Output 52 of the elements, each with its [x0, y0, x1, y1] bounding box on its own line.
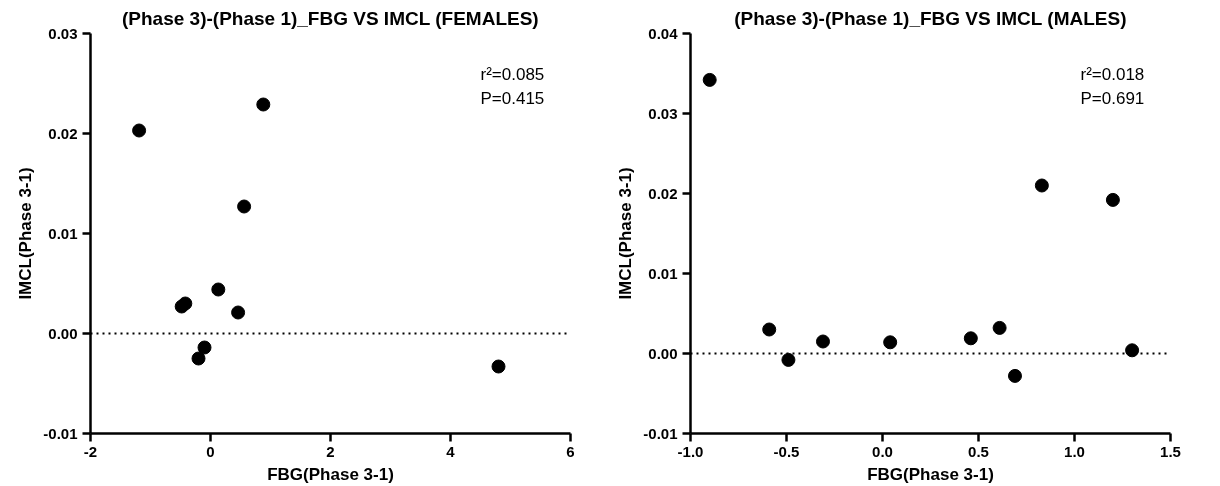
point [1007, 368, 1022, 383]
x-tick-label: -0.5 [773, 442, 800, 460]
y-tick-label: 0.01 [648, 264, 678, 282]
x-axis-title: FBG(Phase 3-1) [867, 464, 994, 484]
y-axis-title: IMCL(Phase 3-1) [616, 167, 636, 300]
point [132, 123, 147, 138]
y-tick-label: 0.00 [648, 344, 678, 362]
y-tick-label: -0.01 [43, 424, 78, 442]
point [197, 340, 212, 355]
point [1034, 178, 1049, 193]
point [256, 97, 271, 112]
annotation: P=0.415 [480, 88, 545, 108]
point [211, 282, 226, 297]
annotation: P=0.691 [1080, 88, 1145, 108]
point [237, 199, 252, 214]
chart-title: (Phase 3)-(Phase 1)_FBG VS IMCL (MALES) [734, 7, 1127, 29]
y-tick-label: -0.01 [643, 424, 678, 442]
point [992, 320, 1007, 335]
y-axis-title: IMCL(Phase 3-1) [16, 167, 36, 300]
x-tick-label: 1.0 [1064, 442, 1085, 460]
x-tick-label: 1.5 [1160, 442, 1181, 460]
x-tick-label: -2 [83, 442, 98, 460]
x-tick-label: 2 [326, 442, 335, 460]
x-tick-label: 0 [206, 442, 215, 460]
point [815, 334, 830, 349]
x-tick-label: 0.5 [968, 442, 989, 460]
point [883, 335, 898, 350]
annotation: r²=0.085 [480, 64, 545, 84]
y-tick-label: 0.03 [48, 24, 78, 42]
annotation: r²=0.018 [1080, 64, 1145, 84]
x-axis-title: FBG(Phase 3-1) [267, 464, 394, 484]
point [963, 331, 978, 346]
point [762, 322, 777, 337]
point [1125, 343, 1140, 358]
point [1105, 192, 1120, 207]
y-tick-label: 0.04 [648, 24, 679, 42]
x-tick-label: 4 [446, 442, 456, 460]
point [191, 351, 206, 366]
y-tick-label: 0.01 [48, 224, 78, 242]
x-tick-label: 0.0 [872, 442, 893, 460]
chart-title: (Phase 3)-(Phase 1)_FBG VS IMCL (FEMALES) [122, 7, 539, 29]
point [231, 305, 246, 320]
point [781, 352, 796, 367]
y-tick-label: 0.02 [648, 184, 678, 202]
point [174, 299, 189, 314]
y-tick-label: 0.03 [648, 104, 678, 122]
x-tick-label: 6 [566, 442, 575, 460]
y-tick-label: 0.00 [48, 324, 78, 342]
y-tick-label: 0.02 [48, 124, 78, 142]
point [702, 72, 717, 87]
point [491, 359, 506, 374]
x-tick-label: -1.0 [677, 442, 704, 460]
